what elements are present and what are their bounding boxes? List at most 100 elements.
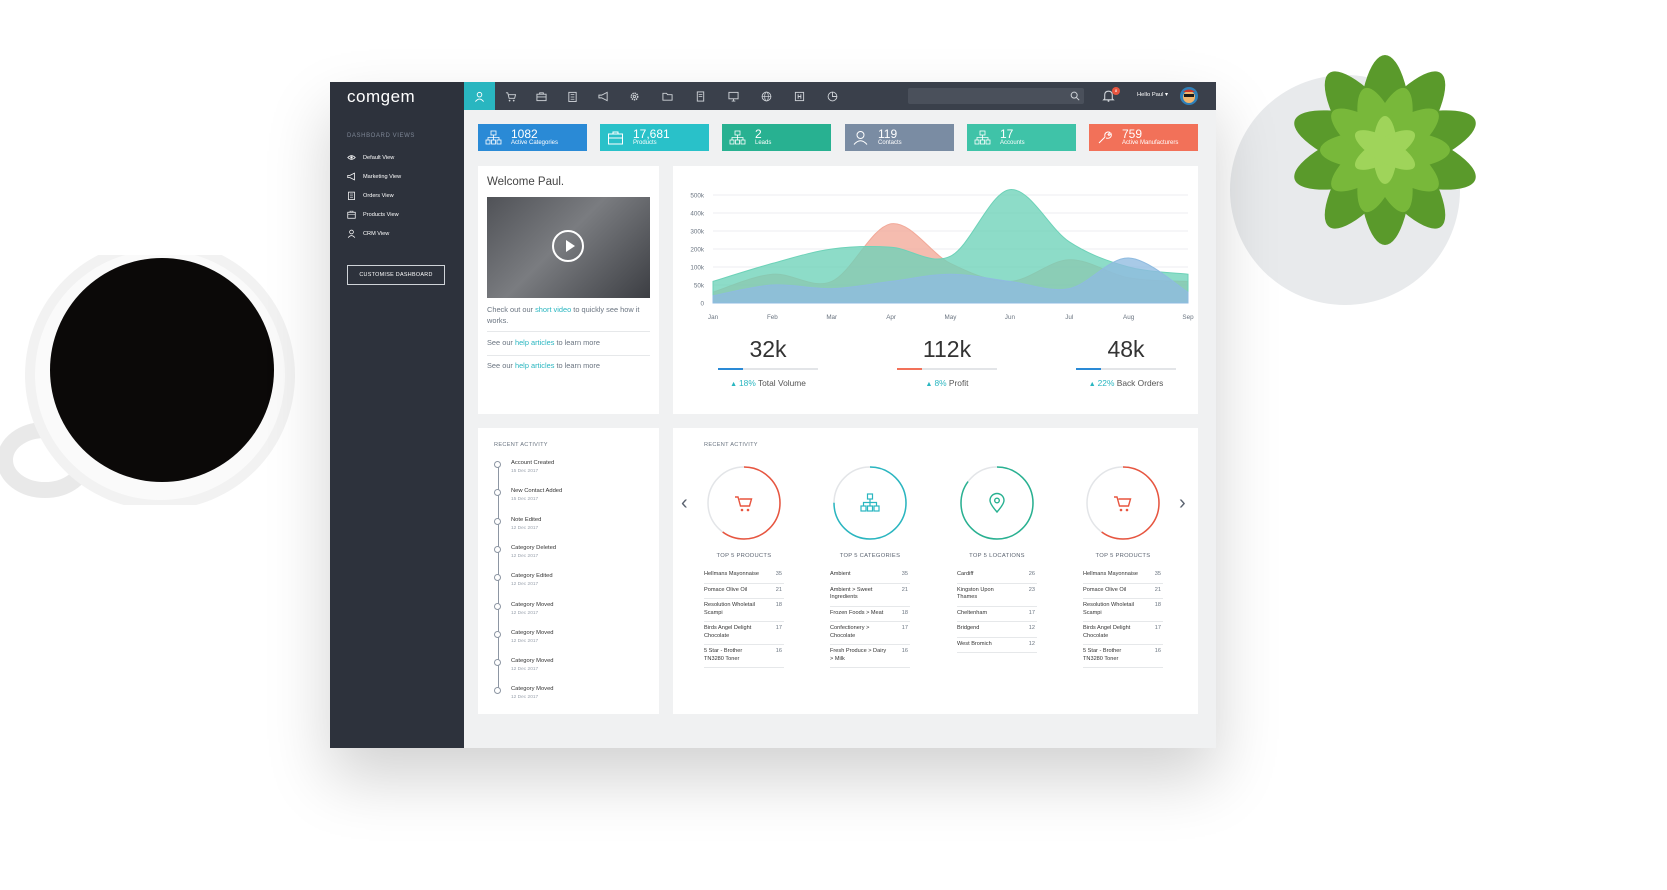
ring-progress — [1086, 466, 1160, 540]
item-name: Fresh Produce > Dairy > Milk — [830, 648, 887, 662]
short-video-link[interactable]: short video — [535, 305, 572, 314]
kpi-pct: 18% — [739, 378, 756, 388]
stat-label: Leads — [755, 140, 772, 146]
progress-ring[interactable] — [830, 463, 910, 543]
stat-tile-contacts[interactable]: 119 Contacts — [845, 124, 954, 151]
stat-label: Products — [633, 140, 657, 146]
item-count: 21 — [775, 586, 782, 593]
list-item[interactable]: Resolution Wholetail Scampi 18 — [1083, 599, 1163, 622]
megaphone-icon — [598, 91, 608, 101]
sitemap-icon — [860, 493, 880, 512]
stat-value: 119 — [878, 127, 898, 141]
nav-globe-button[interactable] — [751, 82, 782, 110]
nav-monitor-button[interactable] — [718, 82, 749, 110]
item-count: 18 — [901, 609, 908, 616]
list-item[interactable]: Pomace Olive Oil 21 — [704, 584, 784, 599]
list-item[interactable]: Resolution Wholetail Scampi 18 — [704, 599, 784, 622]
progress-ring[interactable] — [957, 463, 1037, 543]
top-five-column: TOP 5 CATEGORIES Ambient 35 Ambient > Sweet… — [830, 463, 920, 668]
list-item[interactable]: Cheltenham 17 — [957, 607, 1037, 622]
list-item[interactable]: Kingston Upon Thames 23 — [957, 584, 1037, 607]
welcome-panel: Welcome Paul. Check out our short video … — [478, 166, 659, 414]
kpi-label: Total Volume — [757, 378, 806, 388]
list-item[interactable]: Birds Angel Delight Chocolate 17 — [1083, 622, 1163, 645]
app-logo[interactable]: comgem — [347, 87, 416, 106]
nav-document-button[interactable] — [685, 82, 716, 110]
progress-ring[interactable] — [1083, 463, 1163, 543]
sidebar-item-orders-view[interactable]: Orders View — [330, 186, 464, 205]
item-count: 21 — [901, 586, 908, 593]
sidebar-item-crm-view[interactable]: CRM View — [330, 224, 464, 243]
nav-settings-button[interactable] — [619, 82, 650, 110]
coffee-mug-image — [0, 255, 295, 505]
list-item[interactable]: Frozen Foods > Meat 18 — [830, 607, 910, 622]
x-tick-label: May — [945, 314, 958, 321]
nav-megaphone-button[interactable] — [588, 82, 619, 110]
list-item[interactable]: Pomace Olive Oil 21 — [1083, 584, 1163, 599]
list-item[interactable]: 5 Star - Brother TN3280 Toner 16 — [1083, 645, 1163, 668]
nav-h-box-button[interactable] — [784, 82, 815, 110]
top-five-column: TOP 5 PRODUCTS Hellmans Mayonnaise 35 Pomac… — [1083, 463, 1173, 668]
series-area-2 — [712, 257, 1189, 304]
list-item[interactable]: 5 Star - Brother TN3280 Toner 16 — [704, 645, 784, 668]
item-name: Hellmans Mayonnaise — [1083, 571, 1139, 577]
help-articles-link[interactable]: help articles — [514, 361, 555, 370]
stat-tile-active-categories[interactable]: 1082 Active Categories — [478, 124, 587, 151]
bell-icon[interactable] — [1102, 89, 1115, 102]
help-articles-link[interactable]: help articles — [514, 338, 555, 347]
stat-tile-products[interactable]: 17,681 Products — [600, 124, 709, 151]
nav-briefcase-button[interactable] — [526, 82, 557, 110]
kpi-value: 112k — [922, 336, 972, 362]
sitemap-icon — [974, 130, 991, 145]
list-item[interactable]: Cardiff 26 — [957, 568, 1037, 584]
x-tick-label: Mar — [826, 314, 837, 321]
list-item[interactable]: Ambient 35 — [830, 568, 910, 584]
cart-icon — [1114, 496, 1132, 512]
progress-ring[interactable] — [704, 463, 784, 543]
user-greeting-dropdown[interactable]: Hello Paul ▾ — [1137, 92, 1168, 98]
sidebar-section-title: DASHBOARD VIEWS — [347, 133, 416, 139]
list-item[interactable]: Fresh Produce > Dairy > Milk 16 — [830, 645, 910, 668]
item-name: Cardiff — [957, 571, 974, 577]
stat-tile-active-manufacturers[interactable]: 759 Active Manufacturers — [1089, 124, 1198, 151]
nav-cart-button[interactable] — [495, 82, 526, 110]
sidebar-item-default-view[interactable]: Default View — [330, 148, 464, 167]
search-input[interactable] — [908, 88, 1084, 104]
stat-tile-accounts[interactable]: 17 Accounts — [967, 124, 1076, 151]
list-item[interactable]: Birds Angel Delight Chocolate 17 — [704, 622, 784, 645]
sidebar-item-marketing-view[interactable]: Marketing View — [330, 167, 464, 186]
item-count: 16 — [775, 648, 782, 654]
activity-title: Category Moved — [511, 629, 554, 636]
activity-date: 12 Dec 2017 — [511, 610, 539, 616]
timeline-dot — [494, 687, 501, 695]
video-description: Check out our short video to quickly see… — [487, 305, 640, 325]
list-item[interactable]: Confectionery > Chocolate 17 — [830, 622, 910, 645]
ring-progress — [960, 466, 1034, 540]
list-item[interactable]: Bridgend 12 — [957, 622, 1037, 638]
stat-tile-leads[interactable]: 2 Leads — [722, 124, 831, 151]
up-arrow-icon: ▲ — [730, 381, 738, 388]
avatar[interactable] — [1180, 87, 1198, 105]
recent-activity-title: RECENT ACTIVITY — [494, 442, 548, 448]
chevron-left-icon[interactable]: ‹ — [681, 492, 688, 514]
nav-pie-chart-button[interactable] — [817, 82, 848, 110]
list-item[interactable]: West Bromich 12 — [957, 638, 1037, 653]
list-item[interactable]: Hellmans Mayonnaise 35 — [704, 568, 784, 584]
up-arrow-icon: ▲ — [1088, 381, 1096, 388]
sidebar-item-products-view[interactable]: Products View — [330, 205, 464, 224]
nav-folder-button[interactable] — [652, 82, 683, 110]
chevron-right-icon[interactable]: › — [1179, 492, 1186, 514]
list-item[interactable]: Hellmans Mayonnaise 35 — [1083, 568, 1163, 584]
item-name: Hellmans Mayonnaise — [704, 571, 760, 577]
item-name: 5 Star - Brother TN3280 Toner — [704, 648, 743, 662]
nav-user-button[interactable] — [464, 82, 495, 110]
activity-date: 12 Dec 2017 — [511, 695, 539, 701]
ring-progress — [707, 466, 781, 540]
intro-video[interactable] — [487, 197, 650, 298]
customise-dashboard-button[interactable]: CUSTOMISE DASHBOARD — [347, 265, 445, 285]
list-item[interactable]: Ambient > Sweet Ingredients 21 — [830, 584, 910, 607]
y-tick-label: 0 — [700, 301, 704, 308]
nav-clipboard-button[interactable] — [557, 82, 588, 110]
play-icon[interactable] — [552, 230, 584, 262]
activity-title: New Contact Added — [511, 488, 563, 495]
